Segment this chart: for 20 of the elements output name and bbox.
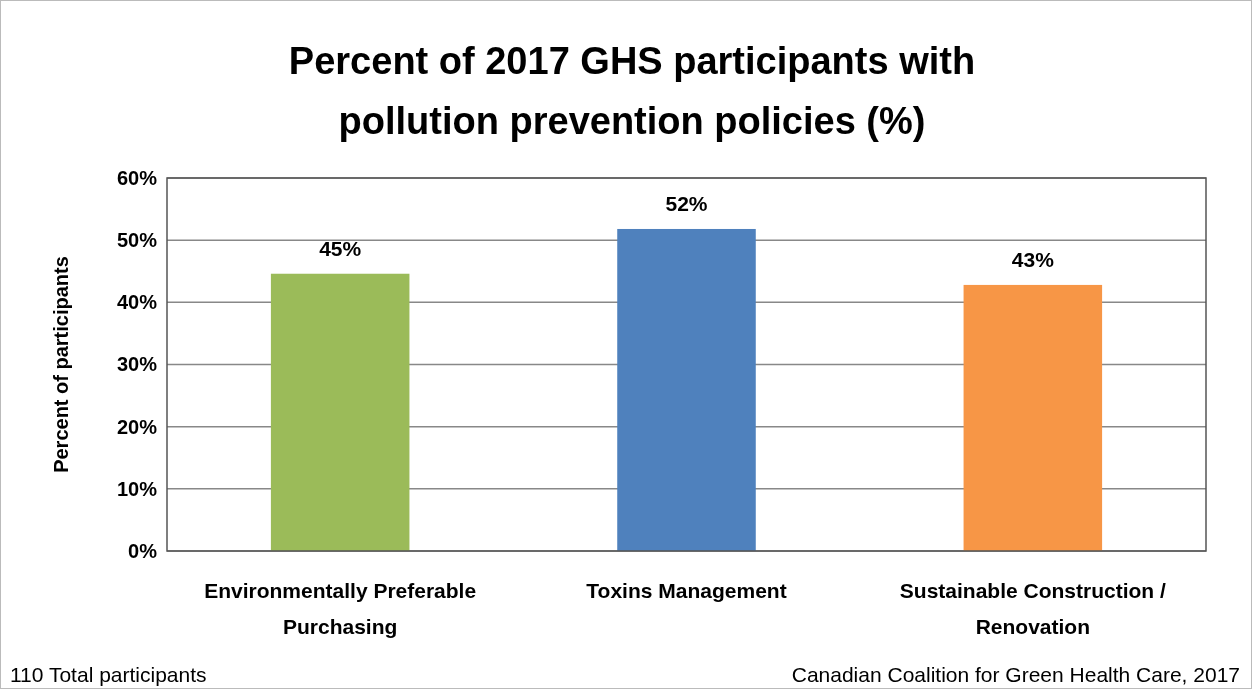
bar — [963, 284, 1103, 551]
y-tick-label: 30% — [116, 353, 158, 376]
x-tick-label: Toxins Management — [586, 579, 787, 602]
bar — [617, 228, 756, 551]
y-tick-label: 40% — [116, 291, 158, 314]
y-axis-title: Percent of participants — [50, 256, 72, 473]
y-tick-label: 20% — [116, 415, 158, 438]
data-label: 43% — [1011, 247, 1055, 271]
y-tick-label: 60% — [116, 166, 158, 189]
y-tick-label: 10% — [116, 477, 158, 500]
text: Canadian Coalition for Green Health Care, 2017 — [791, 663, 1240, 686]
y-tick-label: 50% — [116, 229, 158, 252]
chart-title: Percent of 2017 GHS participants with pollution prevention policies (%) — [288, 40, 976, 142]
y-tick-label: 0% — [128, 539, 158, 562]
text: 110 Total participants — [10, 663, 207, 686]
data-label: 52% — [665, 191, 708, 215]
x-tick-label: Environmentally Preferable Purchasing — [204, 579, 477, 638]
bar — [270, 273, 410, 551]
x-tick-label: Sustainable Construction / Renovation — [899, 579, 1167, 638]
data-label: 45% — [319, 236, 362, 260]
